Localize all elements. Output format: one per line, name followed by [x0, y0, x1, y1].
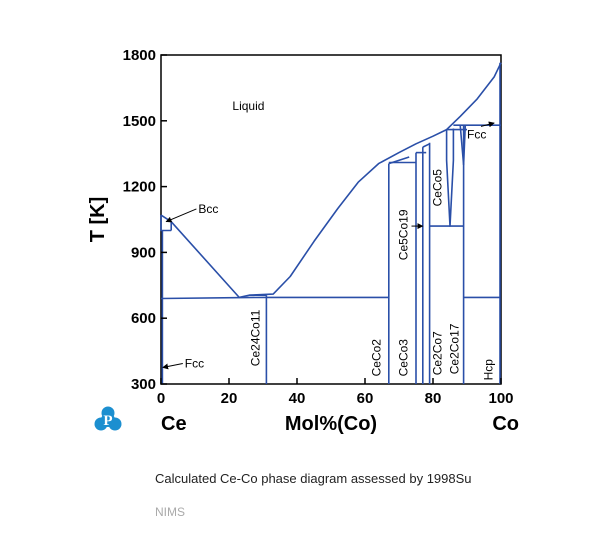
- annotation-6: CeCo3: [397, 339, 411, 377]
- annotation-3: Fcc: [467, 127, 486, 141]
- annotation-11: Hcp: [482, 359, 496, 381]
- annotation-10: Ce2Co17: [448, 323, 462, 374]
- phase-boundary-0: [160, 62, 502, 299]
- phase-boundary-1: [160, 215, 172, 232]
- y-axis-label: T [K]: [87, 197, 109, 243]
- phase-boundary-17: [445, 128, 455, 227]
- y-tick-label-2: 900: [131, 244, 156, 261]
- y-tick-label-1: 600: [131, 310, 156, 327]
- y-tick-label-5: 1800: [123, 47, 156, 64]
- annotation-arrow-1: [165, 208, 197, 223]
- phase-boundary-13: [422, 143, 430, 148]
- logo-letter: P: [103, 413, 112, 429]
- x-tick-label-2: 40: [289, 390, 306, 407]
- y-tick-label-3: 1200: [123, 179, 156, 196]
- phase-boundary-19: [459, 125, 467, 166]
- annotation-0: Liquid: [232, 99, 264, 113]
- annotation-arrow-2: [162, 363, 183, 370]
- annotation-2: Fcc: [185, 357, 204, 371]
- x-tick-label-4: 80: [425, 390, 442, 407]
- left-element-label: Ce: [161, 413, 187, 435]
- y-tick-label-0: 300: [131, 376, 156, 393]
- x-tick-label-1: 20: [221, 390, 238, 407]
- footer-source: NIMS: [155, 505, 185, 519]
- annotation-1: Bcc: [198, 202, 218, 216]
- right-element-label: Co: [492, 413, 519, 435]
- x-tick-label-0: 0: [157, 390, 165, 407]
- annotation-arrow-3: [480, 121, 495, 128]
- x-tick-label-5: 100: [488, 390, 513, 407]
- x-tick-label-3: 60: [357, 390, 374, 407]
- figure-caption: Calculated Ce-Co phase diagram assessed …: [155, 471, 472, 486]
- annotation-5: CeCo2: [369, 339, 383, 377]
- annotation-4: Ce24Co11: [249, 309, 263, 366]
- annotation-8: CeCo5: [431, 169, 445, 207]
- annotation-7: Ce5Co19: [397, 209, 411, 260]
- phase-boundary-3: [160, 296, 389, 300]
- annotation-9: Ce2Co7: [431, 331, 445, 375]
- y-tick-label-4: 1500: [123, 113, 156, 130]
- nims-logo: P: [94, 406, 122, 431]
- x-axis-label: Mol%(Co): [285, 413, 377, 435]
